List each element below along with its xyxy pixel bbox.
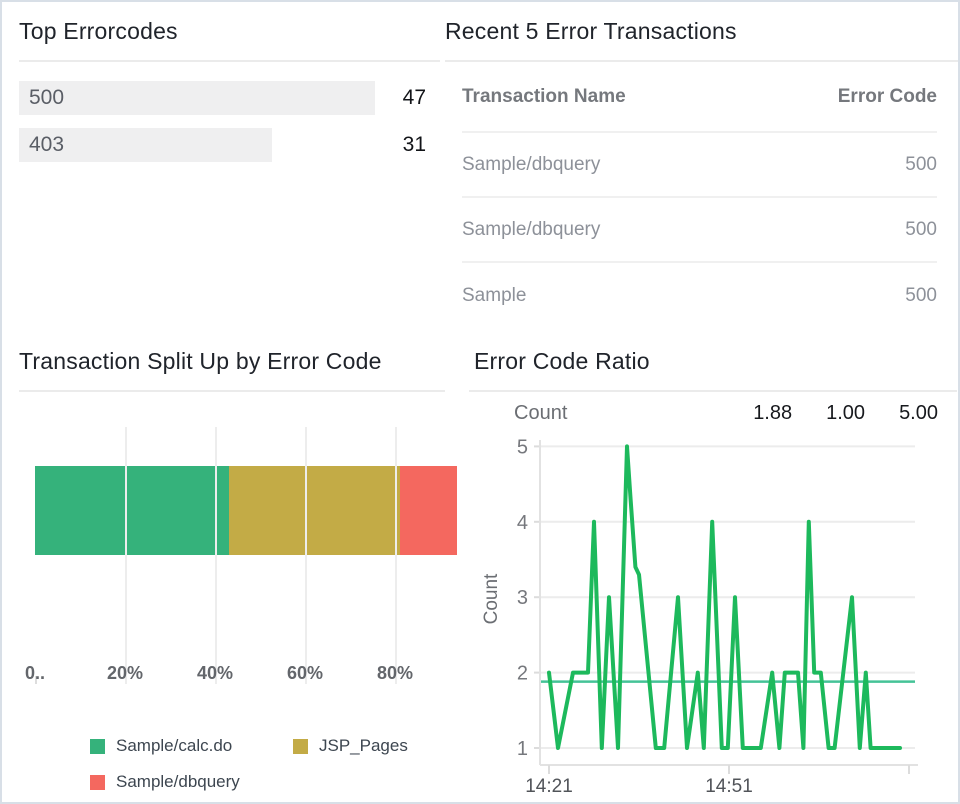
split-legend: Sample/calc.do JSP_Pages Sample/dbquery: [90, 736, 408, 792]
panel-title: Recent 5 Error Transactions: [445, 18, 737, 44]
panel-title: Error Code Ratio: [474, 348, 650, 374]
stat-min: 1.00: [826, 402, 866, 424]
ratio-chart-svg: 1 2 3 4 5: [517, 436, 918, 774]
transaction-name-cell: Sample/dbquery: [462, 218, 601, 240]
grid-line: [125, 427, 127, 684]
table-row[interactable]: Sample/dbquery 500: [462, 198, 937, 263]
x-tick-label: 14:21: [525, 776, 573, 797]
errorcode-value: 31: [402, 133, 426, 156]
grid-line: [305, 427, 307, 684]
transaction-name-cell: Sample/dbquery: [462, 153, 601, 175]
ratio-line-chart: 1 2 3 4 5: [497, 432, 918, 777]
legend-item[interactable]: JSP_Pages: [293, 736, 408, 756]
panel-error-code-ratio: Error Code Ratio Count 1.88 1.00 5.00 Co…: [467, 332, 958, 802]
top-errorcodes-list: 500 47 403 31: [19, 81, 432, 175]
error-code-cell: 500: [905, 284, 937, 306]
legend-label: Sample/dbquery: [116, 772, 240, 791]
y-tick-label: 5: [517, 436, 528, 458]
column-header-error-code: Error Code: [837, 85, 937, 107]
axis-tick-label: 0..: [24, 663, 46, 683]
y-tick-label: 1: [517, 738, 528, 760]
legend-label: Sample/calc.do: [116, 736, 233, 755]
x-tick-label: 14:51: [705, 776, 753, 797]
error-code-cell: 500: [905, 153, 937, 175]
legend-swatch: [90, 774, 105, 790]
panel-title: Transaction Split Up by Error Code: [19, 348, 382, 374]
ratio-stats: 1.88 1.00 5.00: [753, 402, 938, 425]
errorcode-label: 403: [29, 133, 65, 156]
panel-top-errorcodes: Top Errorcodes 500 47 403 31: [4, 2, 440, 328]
axis-tick-label: 60%: [286, 663, 324, 683]
axis-tick: [35, 676, 37, 684]
divider: [445, 60, 958, 62]
errorcode-bar: 500: [19, 81, 375, 115]
table-row[interactable]: Sample/dbquery 500: [462, 133, 937, 198]
errorcode-row[interactable]: 500 47: [19, 81, 432, 115]
bar-segment-sample-dbquery[interactable]: [399, 466, 457, 555]
grid-line: [395, 427, 397, 684]
table-header-row: Transaction Name Error Code: [462, 62, 937, 133]
errorcode-value: 47: [402, 86, 426, 109]
transaction-name-cell: Sample: [462, 284, 527, 306]
stat-average: 1.88: [753, 402, 793, 424]
table-row[interactable]: Sample 500: [462, 263, 937, 328]
split-stacked-bar-chart: Sample/calc.do JSP_Pages Sample/dbquery 0.…: [4, 332, 457, 802]
panel-transaction-split: Transaction Split Up by Error Code Sampl…: [4, 332, 457, 802]
y-tick-label: 2: [517, 663, 528, 685]
divider: [19, 390, 445, 392]
axis-tick-label: 40%: [196, 663, 234, 683]
legend-swatch: [293, 738, 308, 754]
legend-swatch: [90, 738, 105, 754]
column-header-transaction-name: Transaction Name: [462, 85, 626, 107]
y-tick-label: 3: [517, 587, 528, 609]
bar-segment-jsp-pages[interactable]: [228, 466, 400, 555]
panel-recent-transactions: Recent 5 Error Transactions Transaction …: [445, 2, 958, 328]
bar-segment-sample-calc-do[interactable]: [35, 466, 229, 555]
legend-label: JSP_Pages: [319, 736, 408, 755]
errorcode-label: 500: [29, 86, 65, 109]
divider: [469, 390, 957, 392]
stacked-bar: [35, 466, 457, 555]
errorcode-row[interactable]: 403 31: [19, 128, 432, 162]
count-header-label: Count: [514, 402, 568, 424]
grid-line: [215, 427, 217, 684]
legend-item[interactable]: Sample/dbquery: [90, 772, 293, 792]
legend-item[interactable]: Sample/calc.do: [90, 736, 293, 756]
divider: [19, 60, 440, 62]
axis-tick-label: 20%: [106, 663, 144, 683]
transactions-table: Transaction Name Error Code Sample/dbque…: [445, 62, 958, 328]
y-tick-label: 4: [517, 512, 528, 534]
error-code-cell: 500: [905, 218, 937, 240]
stat-max: 5.00: [899, 402, 938, 424]
series-line-count[interactable]: [547, 444, 902, 750]
errorcode-bar: 403: [19, 128, 272, 162]
axis-tick-label: 80%: [376, 663, 414, 683]
panel-title: Top Errorcodes: [19, 18, 178, 44]
